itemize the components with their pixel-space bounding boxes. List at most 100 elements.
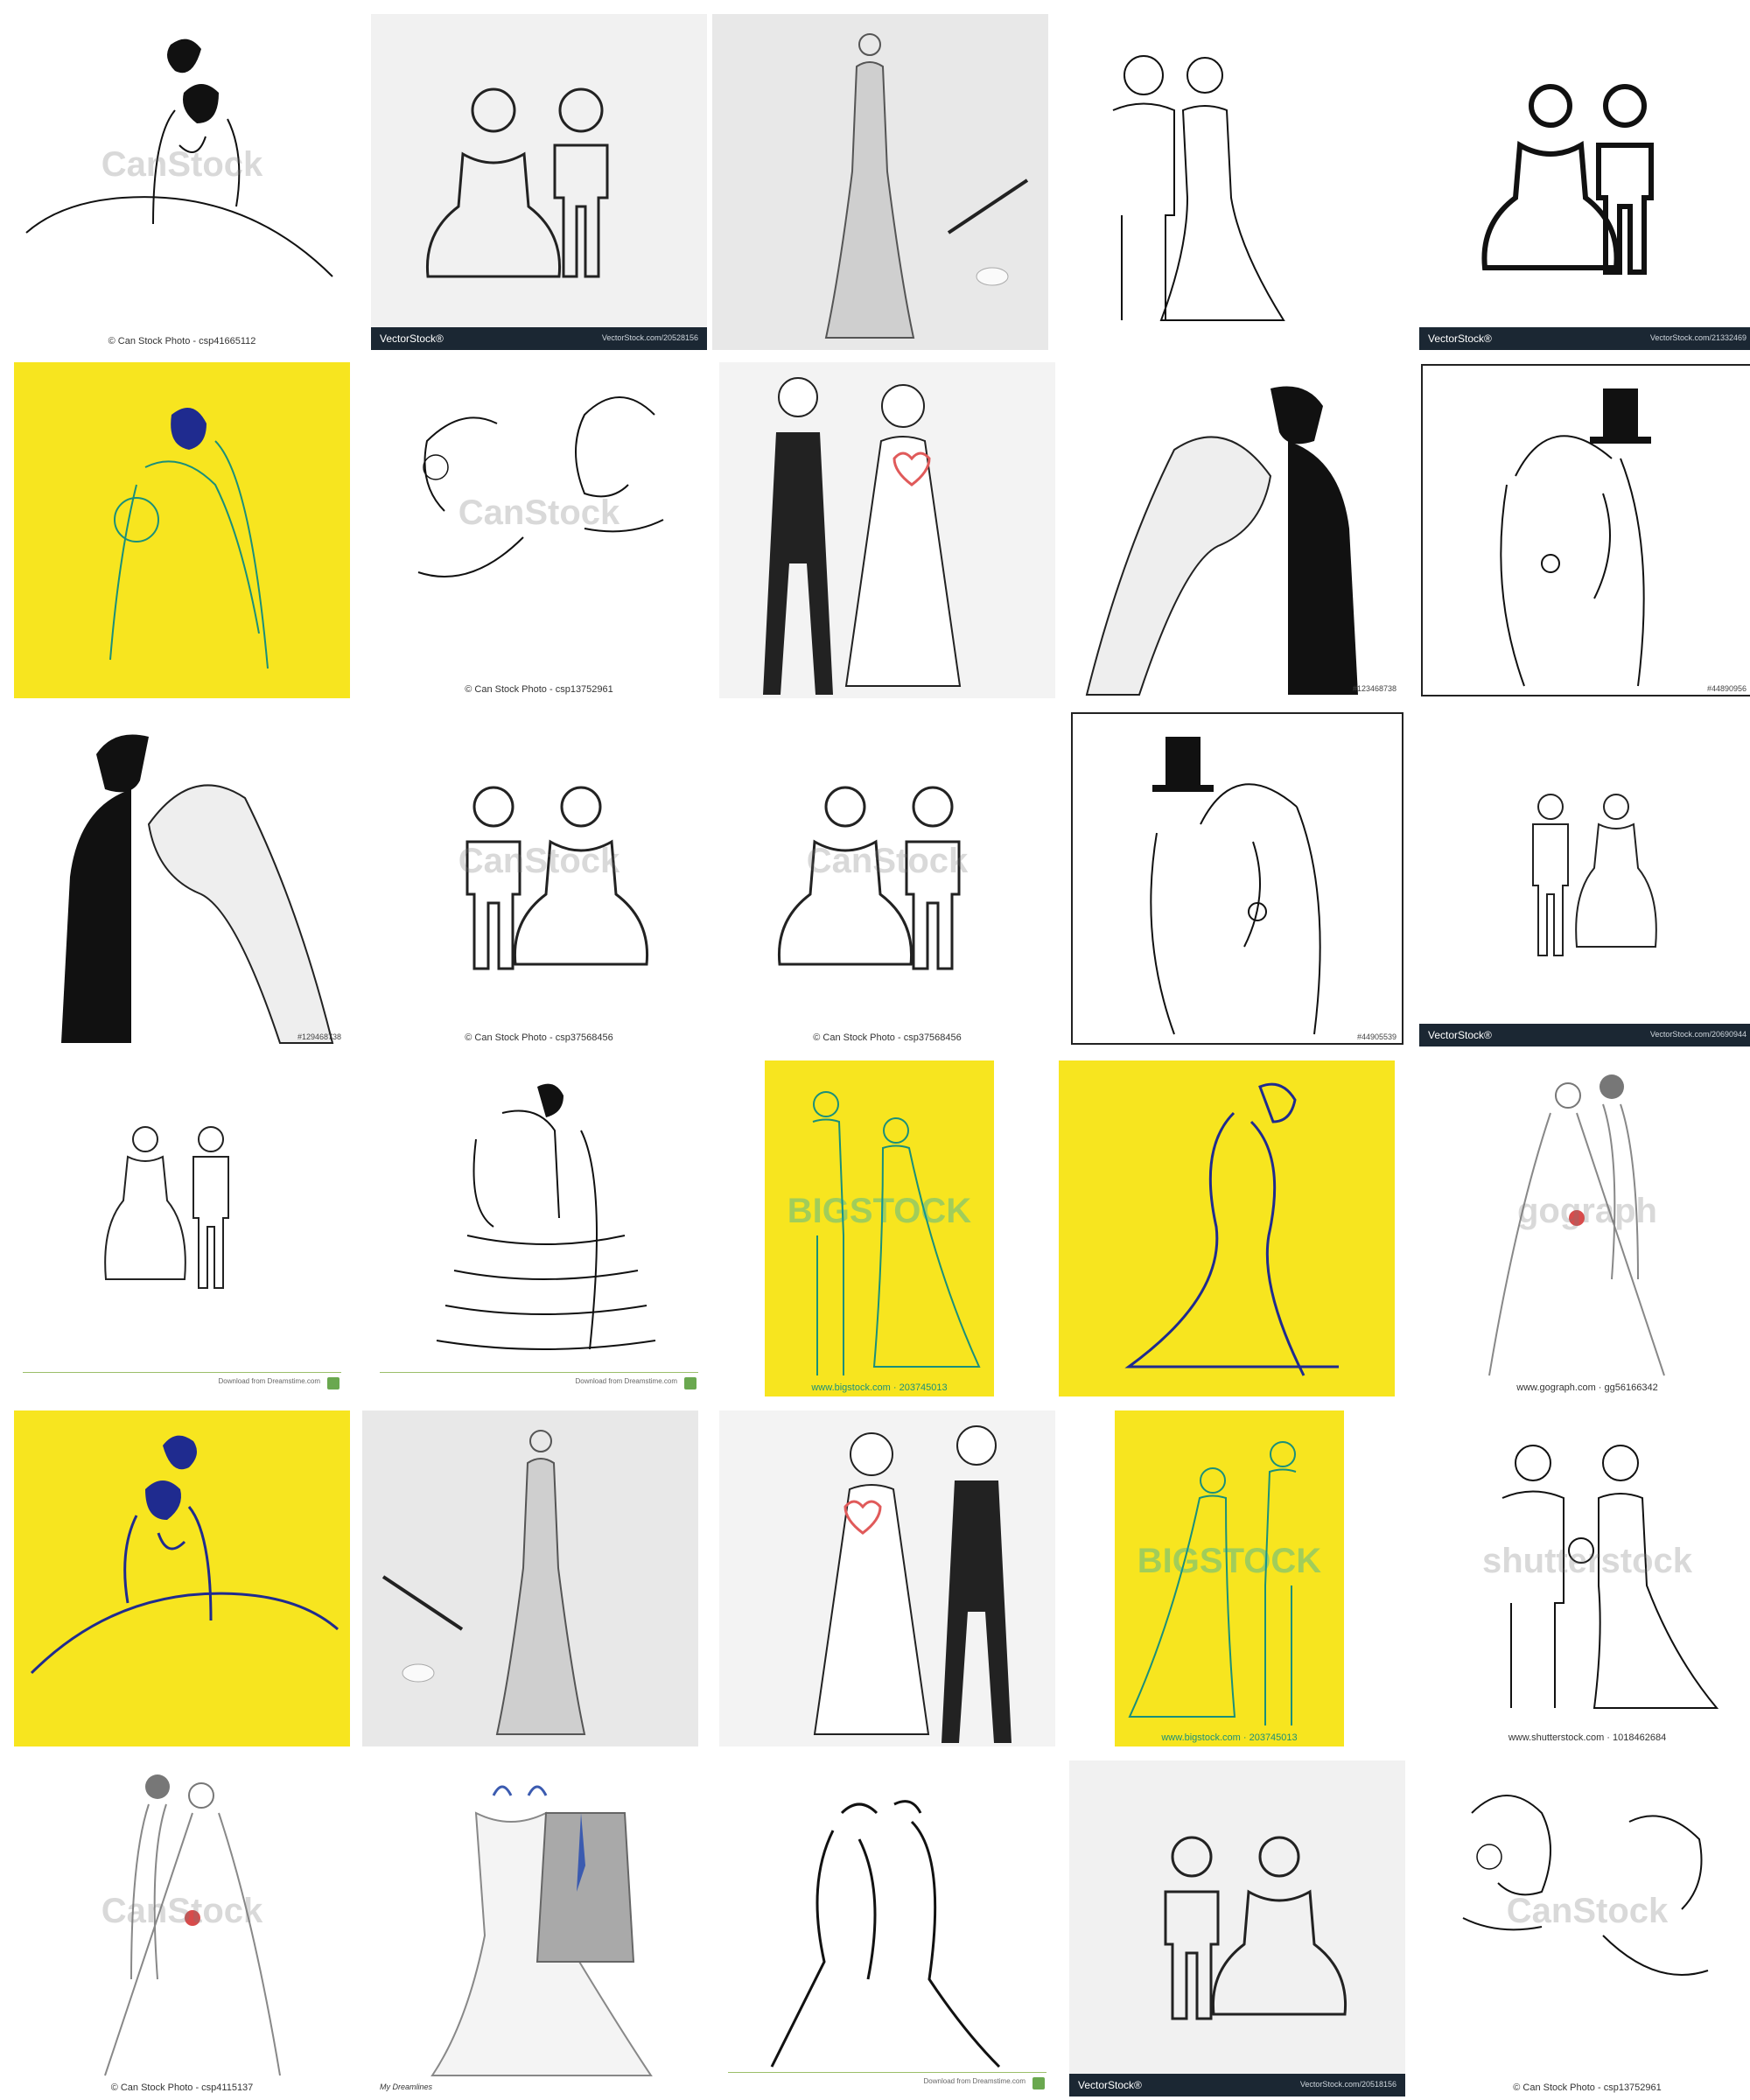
vectorstock-brand: VectorStock® <box>1428 1029 1492 1041</box>
bride-groom-icon <box>1481 84 1654 275</box>
vectorstock-url: VectorStock.com/20518156 <box>1299 2080 1396 2089</box>
watermark: gograph <box>1517 1192 1657 1230</box>
footer-divider <box>728 2072 1046 2073</box>
cartoon-couple-heart <box>763 377 962 695</box>
groom-bride-icon <box>1164 1836 1348 2020</box>
veil-tophat-outline <box>1500 388 1651 687</box>
tile-4-4[interactable] <box>1059 1060 1395 1396</box>
vectorstock-brand: VectorStock® <box>1078 2079 1142 2091</box>
tile-4-5[interactable]: gograph www.gograph.com · gg56166342 <box>1419 1060 1750 1396</box>
watermark: BIGSTOCK <box>1137 1542 1322 1580</box>
tile-2-1[interactable] <box>14 362 350 698</box>
dreamstime-footer: Download from Dreamstime.com <box>14 1370 350 1393</box>
dreamstime-logo-icon <box>684 1377 696 1390</box>
image-caption: www.bigstock.com · 203745013 <box>1161 1732 1298 1743</box>
image-caption: www.gograph.com · gg56166342 <box>1516 1382 1658 1393</box>
footer-divider <box>23 1372 341 1373</box>
watermark: CanStock <box>101 145 263 184</box>
image-caption: © Can Stock Photo - csp37568456 <box>465 1032 613 1043</box>
image-caption: www.bigstock.com · 203745013 <box>811 1382 948 1393</box>
couple-embrace-ink <box>61 734 334 1044</box>
couple-dance-yellow <box>1124 1082 1339 1376</box>
tile-2-2[interactable]: CanStock © Can Stock Photo - csp13752961 <box>371 362 707 698</box>
cartoon-couple-heart <box>813 1425 1012 1743</box>
veil-tophat-outline <box>1150 737 1321 1035</box>
watermark: CanStock <box>458 842 620 880</box>
groom-bride-icon <box>777 786 961 970</box>
dreamstime-footer: Download from Dreamstime.com <box>719 2070 1055 2093</box>
dress-pencil-sketch <box>824 33 1029 339</box>
image-id-tag: #123468738 <box>1352 684 1396 693</box>
watermark: CanStock <box>101 1892 263 1930</box>
tile-5-5[interactable]: shutterstock www.shutterstock.com · 1018… <box>1419 1410 1750 1746</box>
vectorstock-bar: VectorStock® VectorStock.com/20518156 <box>1069 2074 1405 2096</box>
couple-bouquet-yellow <box>109 408 269 669</box>
tile-3-1[interactable]: #129468738 <box>14 710 350 1046</box>
watercolor-couple <box>104 1774 281 2076</box>
tile-6-1[interactable]: CanStock © Can Stock Photo - csp4115137 <box>14 1760 350 2096</box>
dreamstime-footer: Download from Dreamstime.com <box>371 1370 707 1393</box>
gown-suit-hanger <box>430 1785 653 2076</box>
couple-kiss-outline <box>770 1800 1001 2068</box>
tile-1-3[interactable] <box>712 14 1048 350</box>
tile-3-2[interactable]: CanStock © Can Stock Photo - csp37568456 <box>371 710 707 1046</box>
couple-yellow-bigstock <box>1128 1441 1297 1726</box>
download-source: Download from Dreamstime.com <box>218 1377 320 1385</box>
vectorstock-url: VectorStock.com/20690944 <box>1649 1030 1746 1039</box>
vectorstock-brand: VectorStock® <box>380 332 444 345</box>
tile-1-5[interactable]: VectorStock® VectorStock.com/21332469 <box>1419 14 1750 350</box>
tile-5-3[interactable] <box>719 1410 1055 1746</box>
image-caption: © Can Stock Photo - csp4115137 <box>110 2082 254 2093</box>
image-id-tag: #129468738 <box>297 1032 341 1041</box>
dreamstime-logo-icon <box>1032 2077 1045 2090</box>
vectorstock-bar: VectorStock® VectorStock.com/21332469 <box>1419 327 1750 350</box>
tile-5-4[interactable]: BIGSTOCK www.bigstock.com · 203745013 <box>1115 1410 1344 1746</box>
tile-6-4[interactable]: VectorStock® VectorStock.com/20518156 <box>1069 1760 1405 2096</box>
tile-4-3[interactable]: BIGSTOCK www.bigstock.com · 203745013 <box>765 1060 994 1396</box>
tile-6-5[interactable]: CanStock © Can Stock Photo - csp13752961 <box>1419 1760 1750 2096</box>
couple-yellow-bigstock <box>812 1091 981 1376</box>
watermark: CanStock <box>458 494 620 532</box>
vectorstock-url: VectorStock.com/20528156 <box>601 333 698 342</box>
tile-3-3[interactable]: CanStock © Can Stock Photo - csp37568456 <box>719 710 1055 1046</box>
bride-groom-icon <box>425 88 609 278</box>
dress-pencil-sketch <box>382 1430 586 1735</box>
download-source: Download from Dreamstime.com <box>575 1377 677 1385</box>
image-caption: www.shutterstock.com · 1018462684 <box>1508 1732 1667 1743</box>
image-caption: My Dreamlines <box>380 2082 433 2091</box>
vectorstock-bar: VectorStock® VectorStock.com/20528156 <box>371 327 707 350</box>
tile-2-5[interactable]: #44890956 <box>1419 362 1750 698</box>
tile-6-2[interactable]: My Dreamlines <box>371 1760 707 2096</box>
vectorstock-brand: VectorStock® <box>1428 332 1492 345</box>
tile-3-5[interactable]: VectorStock® VectorStock.com/20690944 <box>1419 710 1750 1046</box>
image-id-tag: #44890956 <box>1706 684 1746 693</box>
tile-6-3[interactable]: Download from Dreamstime.com <box>719 1760 1055 2096</box>
footer-divider <box>380 1372 698 1373</box>
watermark: CanStock <box>1506 1892 1669 1930</box>
small-couple-figures <box>1532 794 1657 956</box>
image-id-tag: #44905539 <box>1356 1032 1396 1041</box>
tile-1-2[interactable]: VectorStock® VectorStock.com/20528156 <box>371 14 707 350</box>
groom-bride-icon <box>466 786 649 970</box>
couple-embrace-ink <box>1085 386 1358 696</box>
tile-2-4[interactable]: #123468738 <box>1069 362 1405 698</box>
image-caption: © Can Stock Photo - csp37568456 <box>813 1032 962 1043</box>
tile-5-1[interactable] <box>14 1410 350 1746</box>
image-caption: © Can Stock Photo - csp13752961 <box>465 684 613 695</box>
tile-5-2[interactable] <box>362 1410 698 1746</box>
couple-hug-sketch <box>25 38 333 277</box>
watercolor-couple <box>1488 1074 1665 1376</box>
tile-2-3[interactable] <box>719 362 1055 698</box>
watermark: CanStock <box>806 842 969 880</box>
image-caption: © Can Stock Photo - csp41665112 <box>108 336 256 346</box>
tile-1-4[interactable] <box>1069 14 1405 350</box>
couple-outline-bouquet <box>1502 1445 1719 1709</box>
tile-3-4[interactable]: #44905539 <box>1069 710 1405 1046</box>
couple-profile-sketch <box>417 396 664 578</box>
image-frame <box>1071 712 1404 1045</box>
tile-1-1[interactable]: CanStock © Can Stock Photo - csp41665112 <box>14 14 350 350</box>
tile-4-1[interactable]: Download from Dreamstime.com <box>14 1060 350 1396</box>
tile-4-2[interactable]: Download from Dreamstime.com <box>371 1060 707 1396</box>
couple-outline <box>1112 55 1285 321</box>
